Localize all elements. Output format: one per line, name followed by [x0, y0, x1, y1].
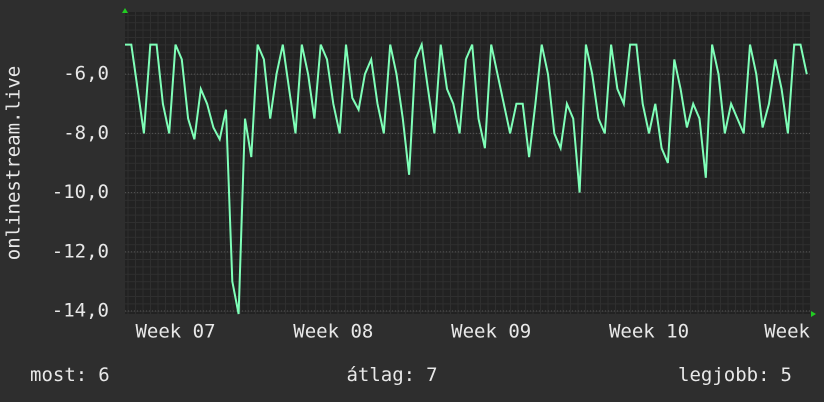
y-tick-label: -14,0	[52, 300, 109, 322]
x-tick-label: Week 09	[451, 321, 531, 343]
y-tick-label: -8,0	[63, 122, 109, 144]
plot-area	[125, 12, 810, 314]
y-axis-label: onlinestream.live	[3, 66, 25, 260]
stat-value: 6	[98, 364, 109, 386]
stat: átlag: 7	[346, 364, 437, 386]
stat-value: 5	[781, 364, 792, 386]
x-tick-label: Week 07	[135, 321, 215, 343]
stat: most: 6	[30, 364, 110, 386]
x-tick-label: Week 08	[293, 321, 373, 343]
data-line	[125, 40, 808, 315]
y-tick-label: -6,0	[63, 63, 109, 85]
axis-arrow	[122, 8, 128, 13]
axis-arrow	[811, 311, 816, 317]
stat: legjobb: 5	[678, 364, 792, 386]
stat-label: legjobb:	[678, 364, 770, 386]
x-tick-label: Week	[764, 321, 810, 343]
stat-value: 7	[426, 364, 437, 386]
x-tick-label: Week 10	[609, 321, 689, 343]
stat-label: most:	[30, 364, 87, 386]
y-tick-label: -12,0	[52, 240, 109, 262]
y-tick-label: -10,0	[52, 181, 109, 203]
stat-label: átlag:	[346, 364, 415, 386]
